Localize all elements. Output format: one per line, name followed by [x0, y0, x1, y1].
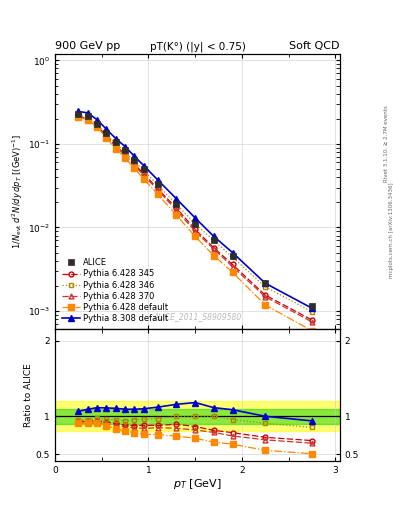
- Text: Soft QCD: Soft QCD: [290, 41, 340, 51]
- Bar: [55, 401, 340, 432]
- Text: ALICE_2011_S8909580: ALICE_2011_S8909580: [153, 312, 242, 321]
- X-axis label: $p_T$ [GeV]: $p_T$ [GeV]: [173, 477, 222, 492]
- Y-axis label: $1/N_{\rm evt}\ d^2N/dy\,dp_T\ [(\rm GeV)^{-1}]$: $1/N_{\rm evt}\ d^2N/dy\,dp_T\ [(\rm GeV…: [11, 134, 25, 249]
- Legend: ALICE, Pythia 6.428 345, Pythia 6.428 346, Pythia 6.428 370, Pythia 6.428 defaul: ALICE, Pythia 6.428 345, Pythia 6.428 34…: [59, 256, 171, 325]
- Bar: [55, 409, 340, 424]
- Text: 900 GeV pp: 900 GeV pp: [55, 41, 120, 51]
- Y-axis label: Ratio to ALICE: Ratio to ALICE: [24, 364, 33, 427]
- Title: pT(K°) (|y| < 0.75): pT(K°) (|y| < 0.75): [150, 41, 245, 52]
- Text: Rivet 3.1.10, ≥ 2.7M events: Rivet 3.1.10, ≥ 2.7M events: [384, 105, 388, 182]
- Text: mcplots.cern.ch [arXiv:1306.3436]: mcplots.cern.ch [arXiv:1306.3436]: [389, 183, 393, 278]
